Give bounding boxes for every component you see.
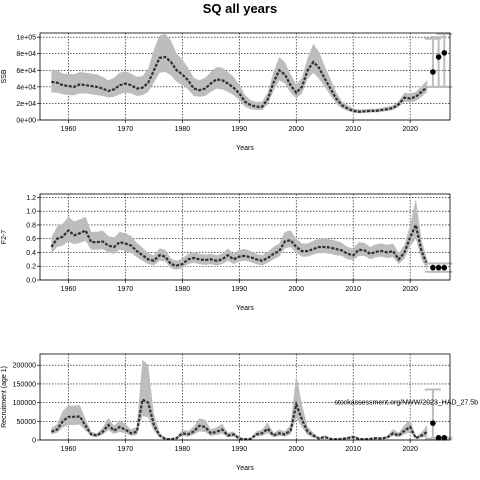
y-tick-label: 200000 [13, 363, 36, 370]
plot-box [39, 193, 451, 281]
x-tick-label: 1980 [175, 286, 191, 293]
x-axis-title: Years [236, 145, 254, 152]
y-tick-label: 2e+04 [16, 101, 36, 108]
projection-point [441, 434, 448, 441]
y-tick-label: 0 [32, 438, 36, 445]
y-tick-label: 0.8 [26, 222, 36, 229]
projection-point [430, 420, 436, 426]
x-tick-label: 2000 [288, 446, 304, 453]
projection-point [430, 264, 436, 271]
fishing-mortality-panel: 1960 1970 1980 1990 2000 2010 2020 0.0 0.2 0.4 0.6… [1, 193, 453, 312]
x-tick-label: 2010 [345, 446, 361, 453]
projection-point [441, 50, 448, 56]
x-tick-label: 1960 [61, 286, 77, 293]
x-tick-label: 1980 [175, 126, 191, 133]
source-annotation: stockassessment.org/NWW/2023_HAD_27.5b [334, 400, 478, 407]
y-tick-label: 0.4 [26, 250, 36, 257]
y-tick-label: 1.0 [26, 209, 36, 216]
y-axis-title: Recruitment (age 1) [1, 366, 8, 428]
estimate-line [50, 221, 429, 267]
x-tick-label: 1960 [61, 446, 77, 453]
x-tick-label: 2020 [402, 126, 418, 133]
estimate-line [51, 55, 428, 113]
confidence-band [51, 198, 428, 271]
y-tick-label: 1.2 [26, 195, 36, 202]
ssb-panel: 1960 1970 1980 1990 2000 2010 2020 0e+00 2e+04 4e… [1, 32, 453, 152]
x-tick-label: 2010 [345, 126, 361, 133]
x-tick-label: 1970 [118, 286, 134, 293]
y-tick-label: 6e+04 [16, 68, 36, 75]
projection-point [435, 434, 442, 441]
y-axis-title: SSB [1, 69, 8, 83]
y-axis-title: F2-7 [1, 230, 8, 245]
projection-point [435, 264, 442, 271]
y-tick-label: 0.2 [26, 264, 36, 271]
y-tick-label: 50000 [17, 419, 37, 426]
x-tick-label: 2010 [345, 286, 361, 293]
y-tick-label: 1e+05 [16, 35, 36, 42]
x-tick-label: 1990 [232, 286, 248, 293]
y-tick-label: 0.0 [26, 278, 36, 285]
x-tick-label: 1960 [61, 126, 77, 133]
x-tick-label: 1970 [118, 446, 134, 453]
x-tick-label: 1970 [118, 126, 134, 133]
y-tick-label: 8e+04 [16, 51, 36, 58]
plot-box [39, 353, 451, 441]
x-axis-title: Years [236, 465, 254, 472]
x-tick-label: 1990 [232, 446, 248, 453]
x-tick-label: 2020 [402, 446, 418, 453]
confidence-band [51, 359, 428, 440]
projection-point [441, 264, 448, 271]
x-tick-label: 1980 [175, 446, 191, 453]
y-tick-label: 4e+04 [16, 84, 36, 91]
plot-box [39, 32, 451, 121]
projection-point [430, 69, 436, 75]
recruitment-panel: 1960 1970 1980 1990 2000 2010 2020 0 50000 100000… [1, 353, 478, 472]
y-tick-label: 0e+00 [16, 118, 36, 125]
x-tick-label: 2000 [288, 286, 304, 293]
y-tick-label: 100000 [13, 400, 36, 407]
x-tick-label: 1990 [232, 126, 248, 133]
projection-point [435, 54, 442, 60]
y-tick-label: 0.6 [26, 236, 36, 243]
y-tick-label: 150000 [13, 381, 36, 388]
x-tick-label: 2020 [402, 286, 418, 293]
confidence-band [51, 33, 428, 114]
figure-title: SQ all years [202, 1, 278, 16]
x-tick-label: 2000 [288, 126, 304, 133]
x-axis-title: Years [236, 305, 254, 312]
